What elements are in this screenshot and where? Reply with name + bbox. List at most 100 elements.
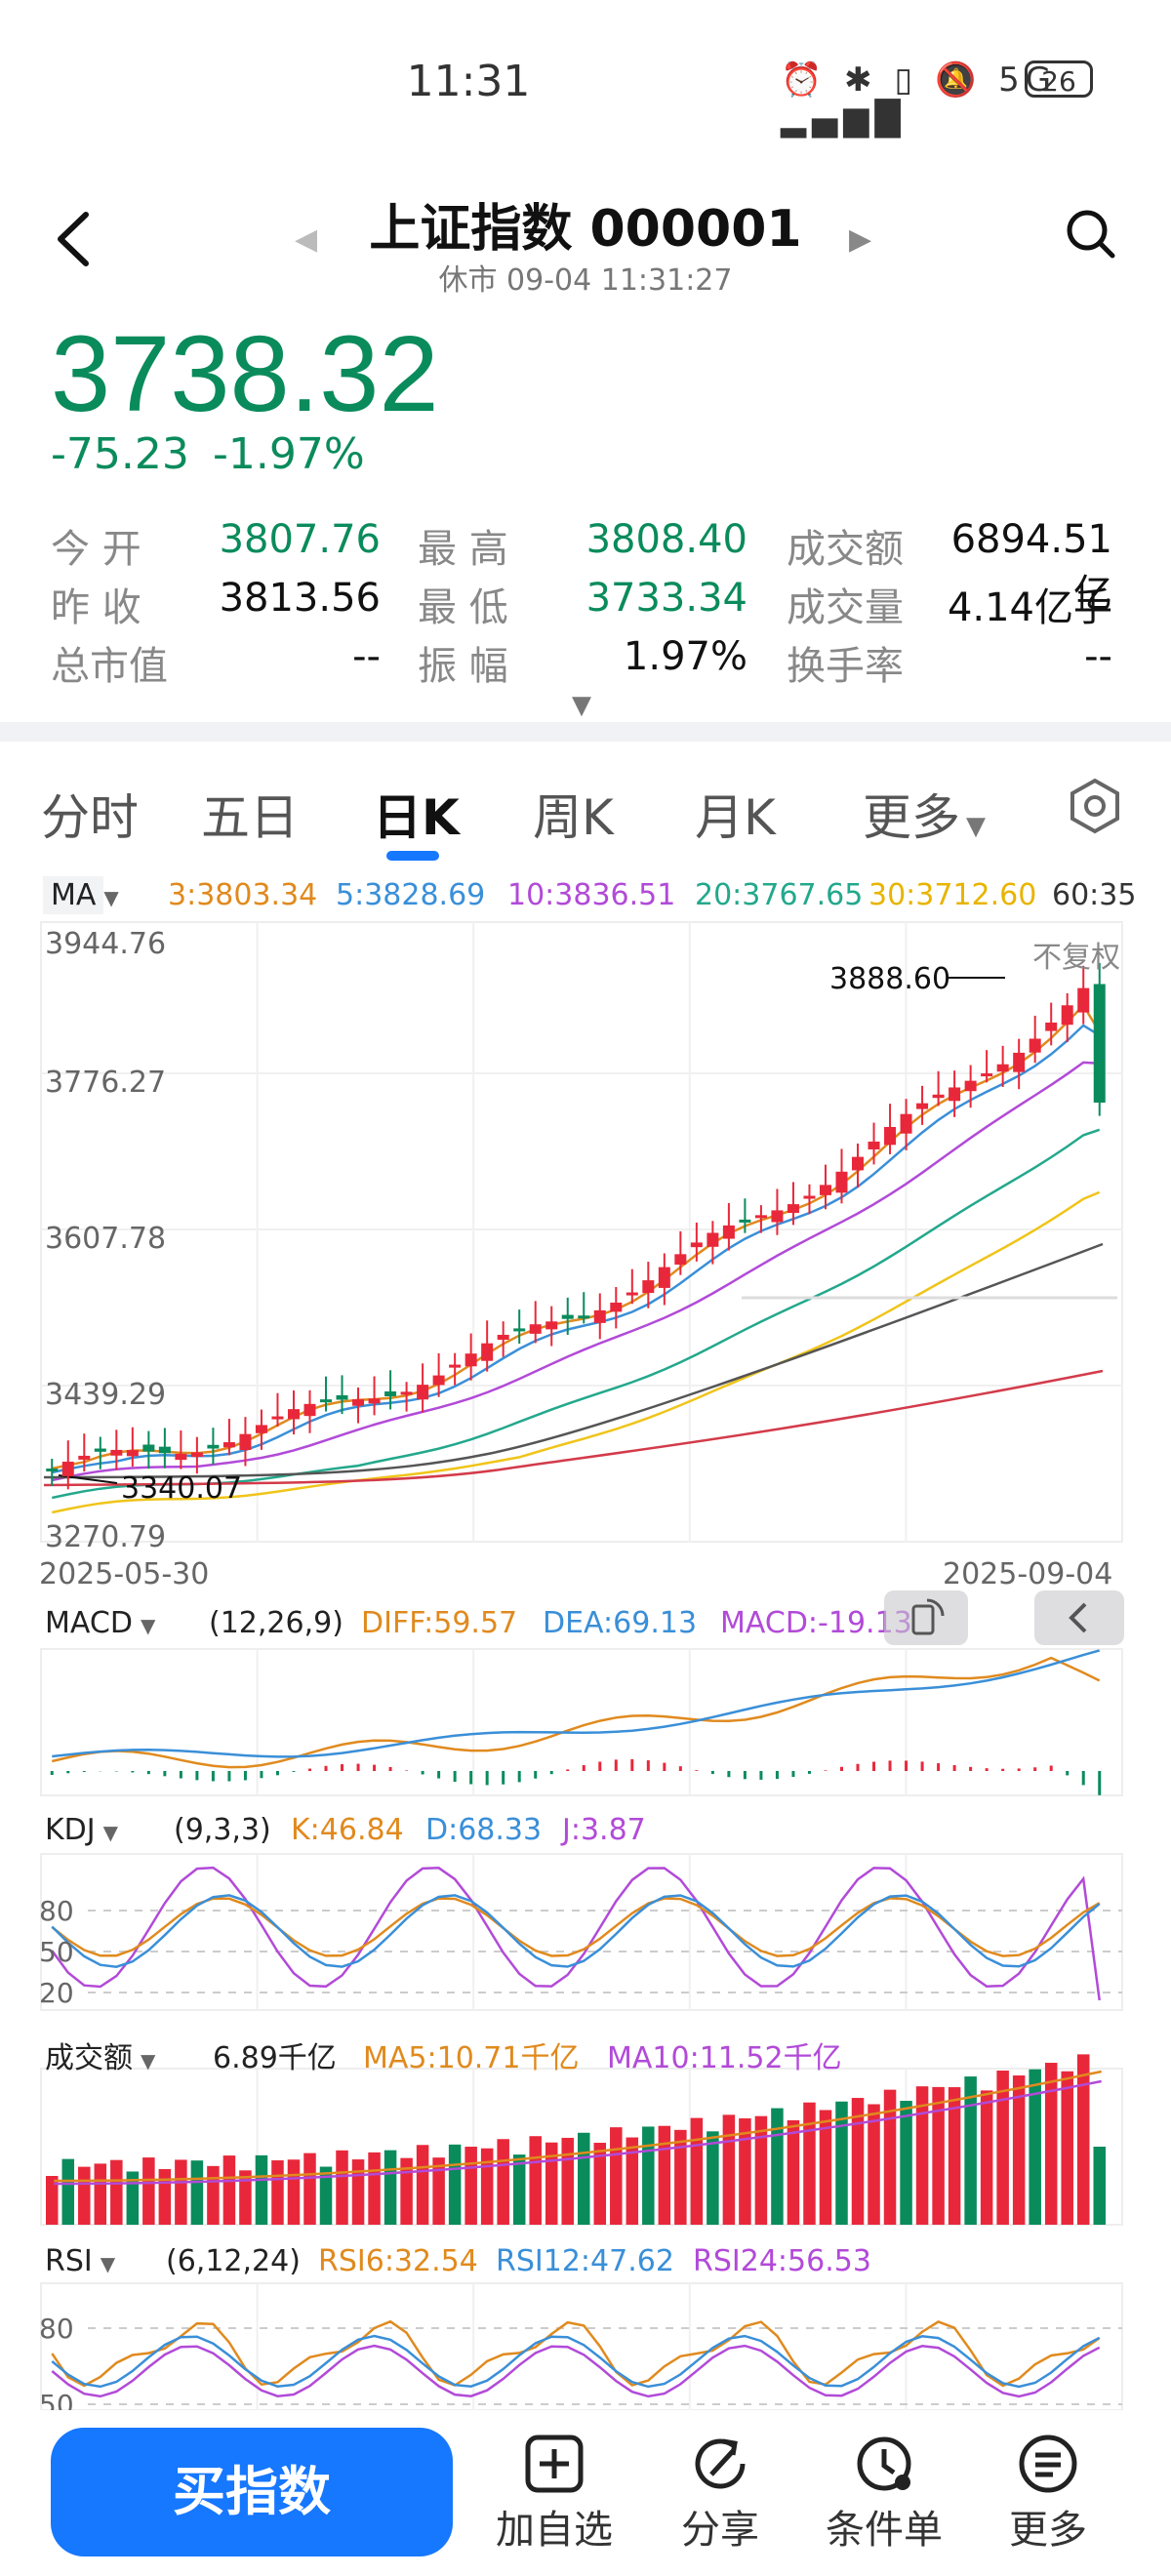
add-watchlist-label: 加自选 <box>496 2508 613 2553</box>
candle-body <box>464 1353 477 1367</box>
amount-bar <box>948 2087 961 2225</box>
rsi-selector[interactable]: RSI ▼ <box>45 2244 115 2278</box>
ma5-line <box>52 1024 1101 1474</box>
amount-bar <box>94 2163 107 2225</box>
macd-diff-line <box>52 1656 1101 1769</box>
candle-body <box>110 1449 123 1456</box>
amount-bar <box>658 2125 671 2225</box>
candle-body <box>690 1242 703 1248</box>
adjust-mode-label[interactable]: 不复权 <box>1032 941 1120 975</box>
chart-canvas[interactable] <box>0 0 1171 2410</box>
amount-bar <box>126 2171 140 2225</box>
section-divider <box>0 722 1171 742</box>
kdj-selector[interactable]: KDJ ▼ <box>45 1813 118 1847</box>
candle-body <box>578 1315 590 1319</box>
tab-more[interactable]: 更多 ▼ <box>863 779 986 849</box>
panel-frame <box>40 1853 1123 2011</box>
rotate-screen-button[interactable] <box>884 1590 968 1645</box>
kdj-level: 20 <box>39 1977 74 2009</box>
kdj-k-line <box>51 1897 1101 1957</box>
market-cap-label: 总市值 <box>51 644 168 689</box>
back-button[interactable] <box>49 205 107 273</box>
candle-body <box>61 1461 74 1476</box>
amount-bar <box>868 2104 880 2225</box>
amount-selector[interactable]: 成交额 ▼ <box>45 2033 155 2076</box>
tab-monthly-k[interactable]: 月K <box>695 789 776 846</box>
candle-body <box>158 1446 171 1454</box>
chart-grid <box>40 921 1123 2410</box>
prev-close-value: 3813.56 <box>219 576 381 621</box>
candle-body <box>190 1452 203 1458</box>
share-button[interactable]: 分享 <box>652 2430 788 2555</box>
amount-bar <box>851 2098 865 2225</box>
amount-panel <box>46 2054 1106 2225</box>
amount-bar <box>964 2076 977 2225</box>
candle-body <box>126 1450 139 1457</box>
volume-label: 成交量 <box>787 585 904 630</box>
buy-index-button[interactable]: 买指数 <box>51 2428 453 2556</box>
next-stock-arrow-icon[interactable]: ▶ <box>849 222 872 257</box>
ma60-value: 60:35 <box>1052 878 1137 912</box>
candle-body <box>545 1321 558 1330</box>
y-tick-label: 3439.29 <box>45 1378 167 1412</box>
candle-body <box>1061 1005 1073 1026</box>
candlesticks <box>46 962 1106 1490</box>
ma60-line <box>43 1242 1104 1479</box>
candle-body <box>561 1314 574 1319</box>
amount-bar <box>690 2117 704 2225</box>
share-icon <box>686 2430 754 2498</box>
chevron-down-icon: ▼ <box>140 1614 156 1637</box>
tab-five-day[interactable]: 五日 <box>201 789 299 846</box>
amount-bar <box>336 2150 348 2225</box>
moving-average-lines <box>43 977 1117 1514</box>
tab-daily-k[interactable]: 日K <box>373 789 460 846</box>
volume-value: 4.14亿手 <box>947 585 1112 630</box>
ma-selector[interactable]: MA ▼ <box>43 876 119 914</box>
amount-bar <box>384 2150 397 2225</box>
more-button[interactable]: 更多 <box>980 2430 1116 2555</box>
amount-bar <box>400 2157 413 2225</box>
prev-stock-arrow-icon[interactable]: ◀ <box>295 222 318 257</box>
settings-hexagon-icon[interactable] <box>1066 777 1124 835</box>
amount-bar <box>932 2086 945 2225</box>
rsi12: RSI12:47.62 <box>496 2244 674 2278</box>
collapse-panel-button[interactable] <box>1034 1590 1124 1645</box>
chevron-left-icon <box>1069 1602 1087 1633</box>
amount-bar <box>835 2101 848 2225</box>
candle-body <box>1093 984 1106 1103</box>
ma20-line <box>52 1128 1101 1500</box>
amount-bar <box>319 2166 333 2225</box>
tab-intraday[interactable]: 分时 <box>41 789 139 846</box>
candle-body <box>787 1204 799 1214</box>
candle-body <box>400 1391 413 1395</box>
condition-order-button[interactable]: 条件单 <box>816 2430 952 2555</box>
search-icon[interactable] <box>1064 207 1116 260</box>
kdj-d-line <box>51 1894 1101 1968</box>
amount-bar <box>1044 2063 1058 2225</box>
market-cap-value: -- <box>352 634 381 679</box>
expand-chevron-icon[interactable]: ▼ <box>572 691 591 720</box>
y-tick-label: 3270.79 <box>45 1520 167 1554</box>
candle-body <box>320 1399 333 1403</box>
candle-body <box>222 1442 235 1448</box>
amount-bar <box>771 2108 784 2225</box>
amount-bar <box>578 2132 590 2225</box>
candle-body <box>207 1444 220 1449</box>
macd-panel <box>50 1649 1102 1795</box>
low-marker-label: 3340.07 <box>121 1471 243 1506</box>
add-square-icon <box>520 2430 588 2498</box>
tab-weekly-k[interactable]: 周K <box>533 789 614 846</box>
amount-bar <box>110 2159 123 2225</box>
status-icons: ⏰ ✱ ▯ 🔕 5G ▂▄▆█ <box>781 60 1058 139</box>
low-label: 最 低 <box>418 585 508 630</box>
amount-bar <box>915 2086 929 2225</box>
ma20-value: 20:3767.65 <box>695 878 864 912</box>
chevron-down-icon: ▼ <box>103 886 119 909</box>
kdj-d: D:68.33 <box>425 1813 543 1847</box>
candle-body <box>287 1409 300 1420</box>
add-watchlist-button[interactable]: 加自选 <box>486 2430 623 2555</box>
macd-selector[interactable]: MACD ▼ <box>45 1606 155 1640</box>
ma10-value: 10:3836.51 <box>507 878 676 912</box>
amount-bar <box>512 2154 526 2225</box>
clock-check-icon <box>850 2430 918 2498</box>
